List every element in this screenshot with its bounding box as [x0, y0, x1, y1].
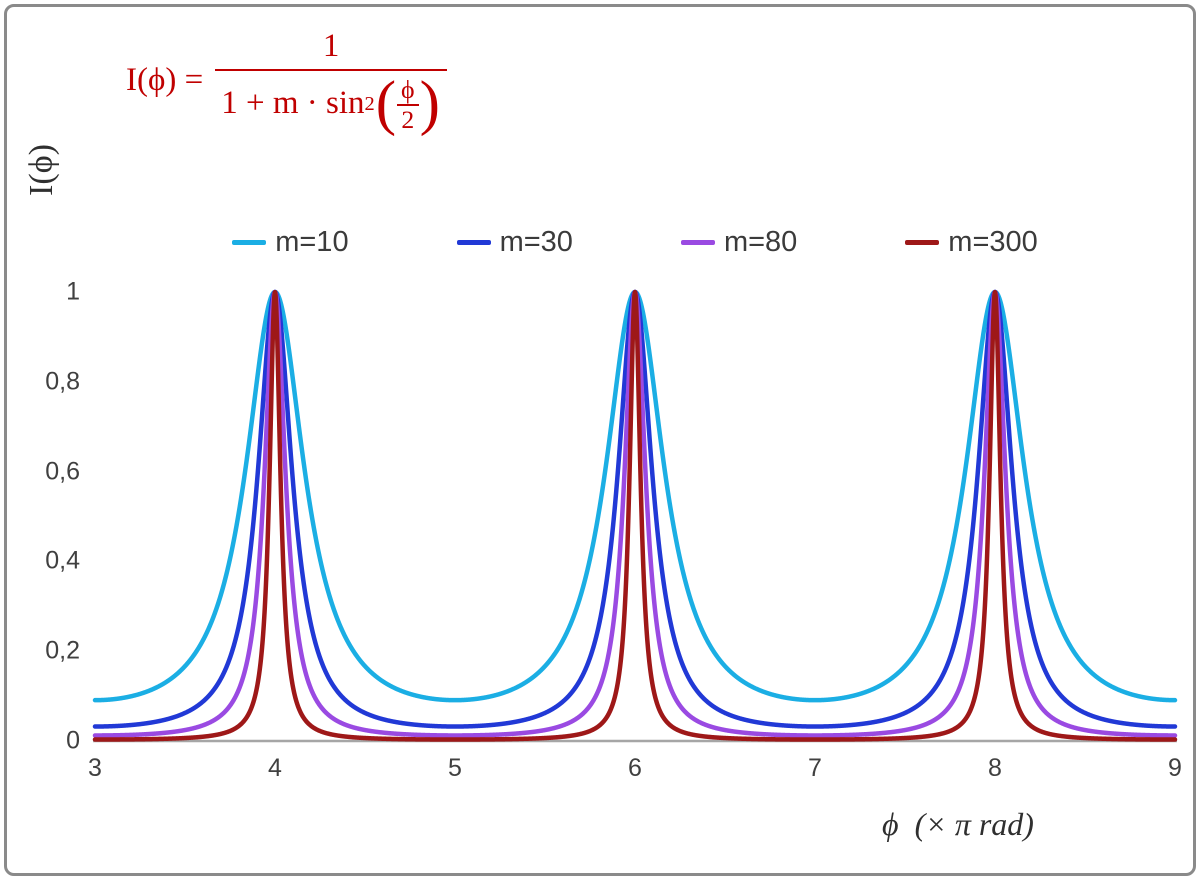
- y-tick-label: 0,2: [45, 636, 80, 665]
- inner-denominator: 2: [401, 104, 415, 134]
- formula: I(ϕ) = 1 1 + m · sin 2 ( ϕ 2 ): [126, 28, 447, 138]
- legend-label-m300: m=300: [948, 226, 1038, 258]
- formula-inner-fraction: ϕ 2: [397, 76, 419, 133]
- close-paren: ): [419, 70, 440, 138]
- legend-label-m30: m=30: [499, 226, 573, 258]
- y-tick-label: 0,6: [45, 457, 80, 486]
- x-tick-label: 5: [448, 754, 462, 782]
- series-line-m80: [92, 289, 1178, 738]
- y-tick-label: 0,8: [45, 367, 80, 396]
- x-axis-label: ϕ (× π rad): [882, 806, 1034, 842]
- legend-item-m30: m=30: [456, 226, 573, 259]
- x-tick-label: 3: [88, 754, 102, 782]
- inner-numerator: ϕ: [397, 76, 419, 106]
- formula-fraction: 1 1 + m · sin 2 ( ϕ 2 ): [215, 28, 447, 138]
- legend: m=10 m=30 m=80 m=300: [95, 226, 1175, 259]
- legend-swatch-m80: [680, 240, 715, 245]
- legend-swatch-m10: [232, 240, 267, 245]
- open-paren: (: [375, 70, 397, 138]
- x-tick-label: 8: [988, 754, 1002, 782]
- formula-lhs: I(ϕ) =: [126, 61, 204, 98]
- legend-swatch-m300: [905, 240, 940, 245]
- series-line-m30: [92, 289, 1178, 729]
- legend-item-m80: m=80: [680, 226, 798, 259]
- legend-label-m80: m=80: [723, 226, 798, 258]
- y-axis-label: I(ϕ): [23, 144, 60, 196]
- x-tick-label: 9: [1168, 754, 1182, 782]
- y-tick-label: 0: [66, 726, 80, 755]
- series-line-m300: [92, 289, 1178, 742]
- chart-frame: [4, 4, 1196, 876]
- y-tick-label: 1: [66, 277, 80, 306]
- x-tick-label: 4: [268, 754, 282, 782]
- x-tick-label: 6: [628, 754, 642, 782]
- y-tick-label: 0,4: [45, 546, 80, 575]
- x-tick-label: 7: [808, 754, 822, 782]
- legend-item-m300: m=300: [905, 226, 1038, 259]
- formula-den-text: 1 + m · sin: [221, 85, 365, 122]
- legend-item-m10: m=10: [232, 226, 349, 259]
- formula-numerator: 1: [322, 28, 340, 64]
- legend-label-m10: m=10: [275, 226, 349, 258]
- legend-swatch-m30: [456, 240, 491, 245]
- formula-denominator: 1 + m · sin 2 ( ϕ 2 ): [215, 68, 447, 138]
